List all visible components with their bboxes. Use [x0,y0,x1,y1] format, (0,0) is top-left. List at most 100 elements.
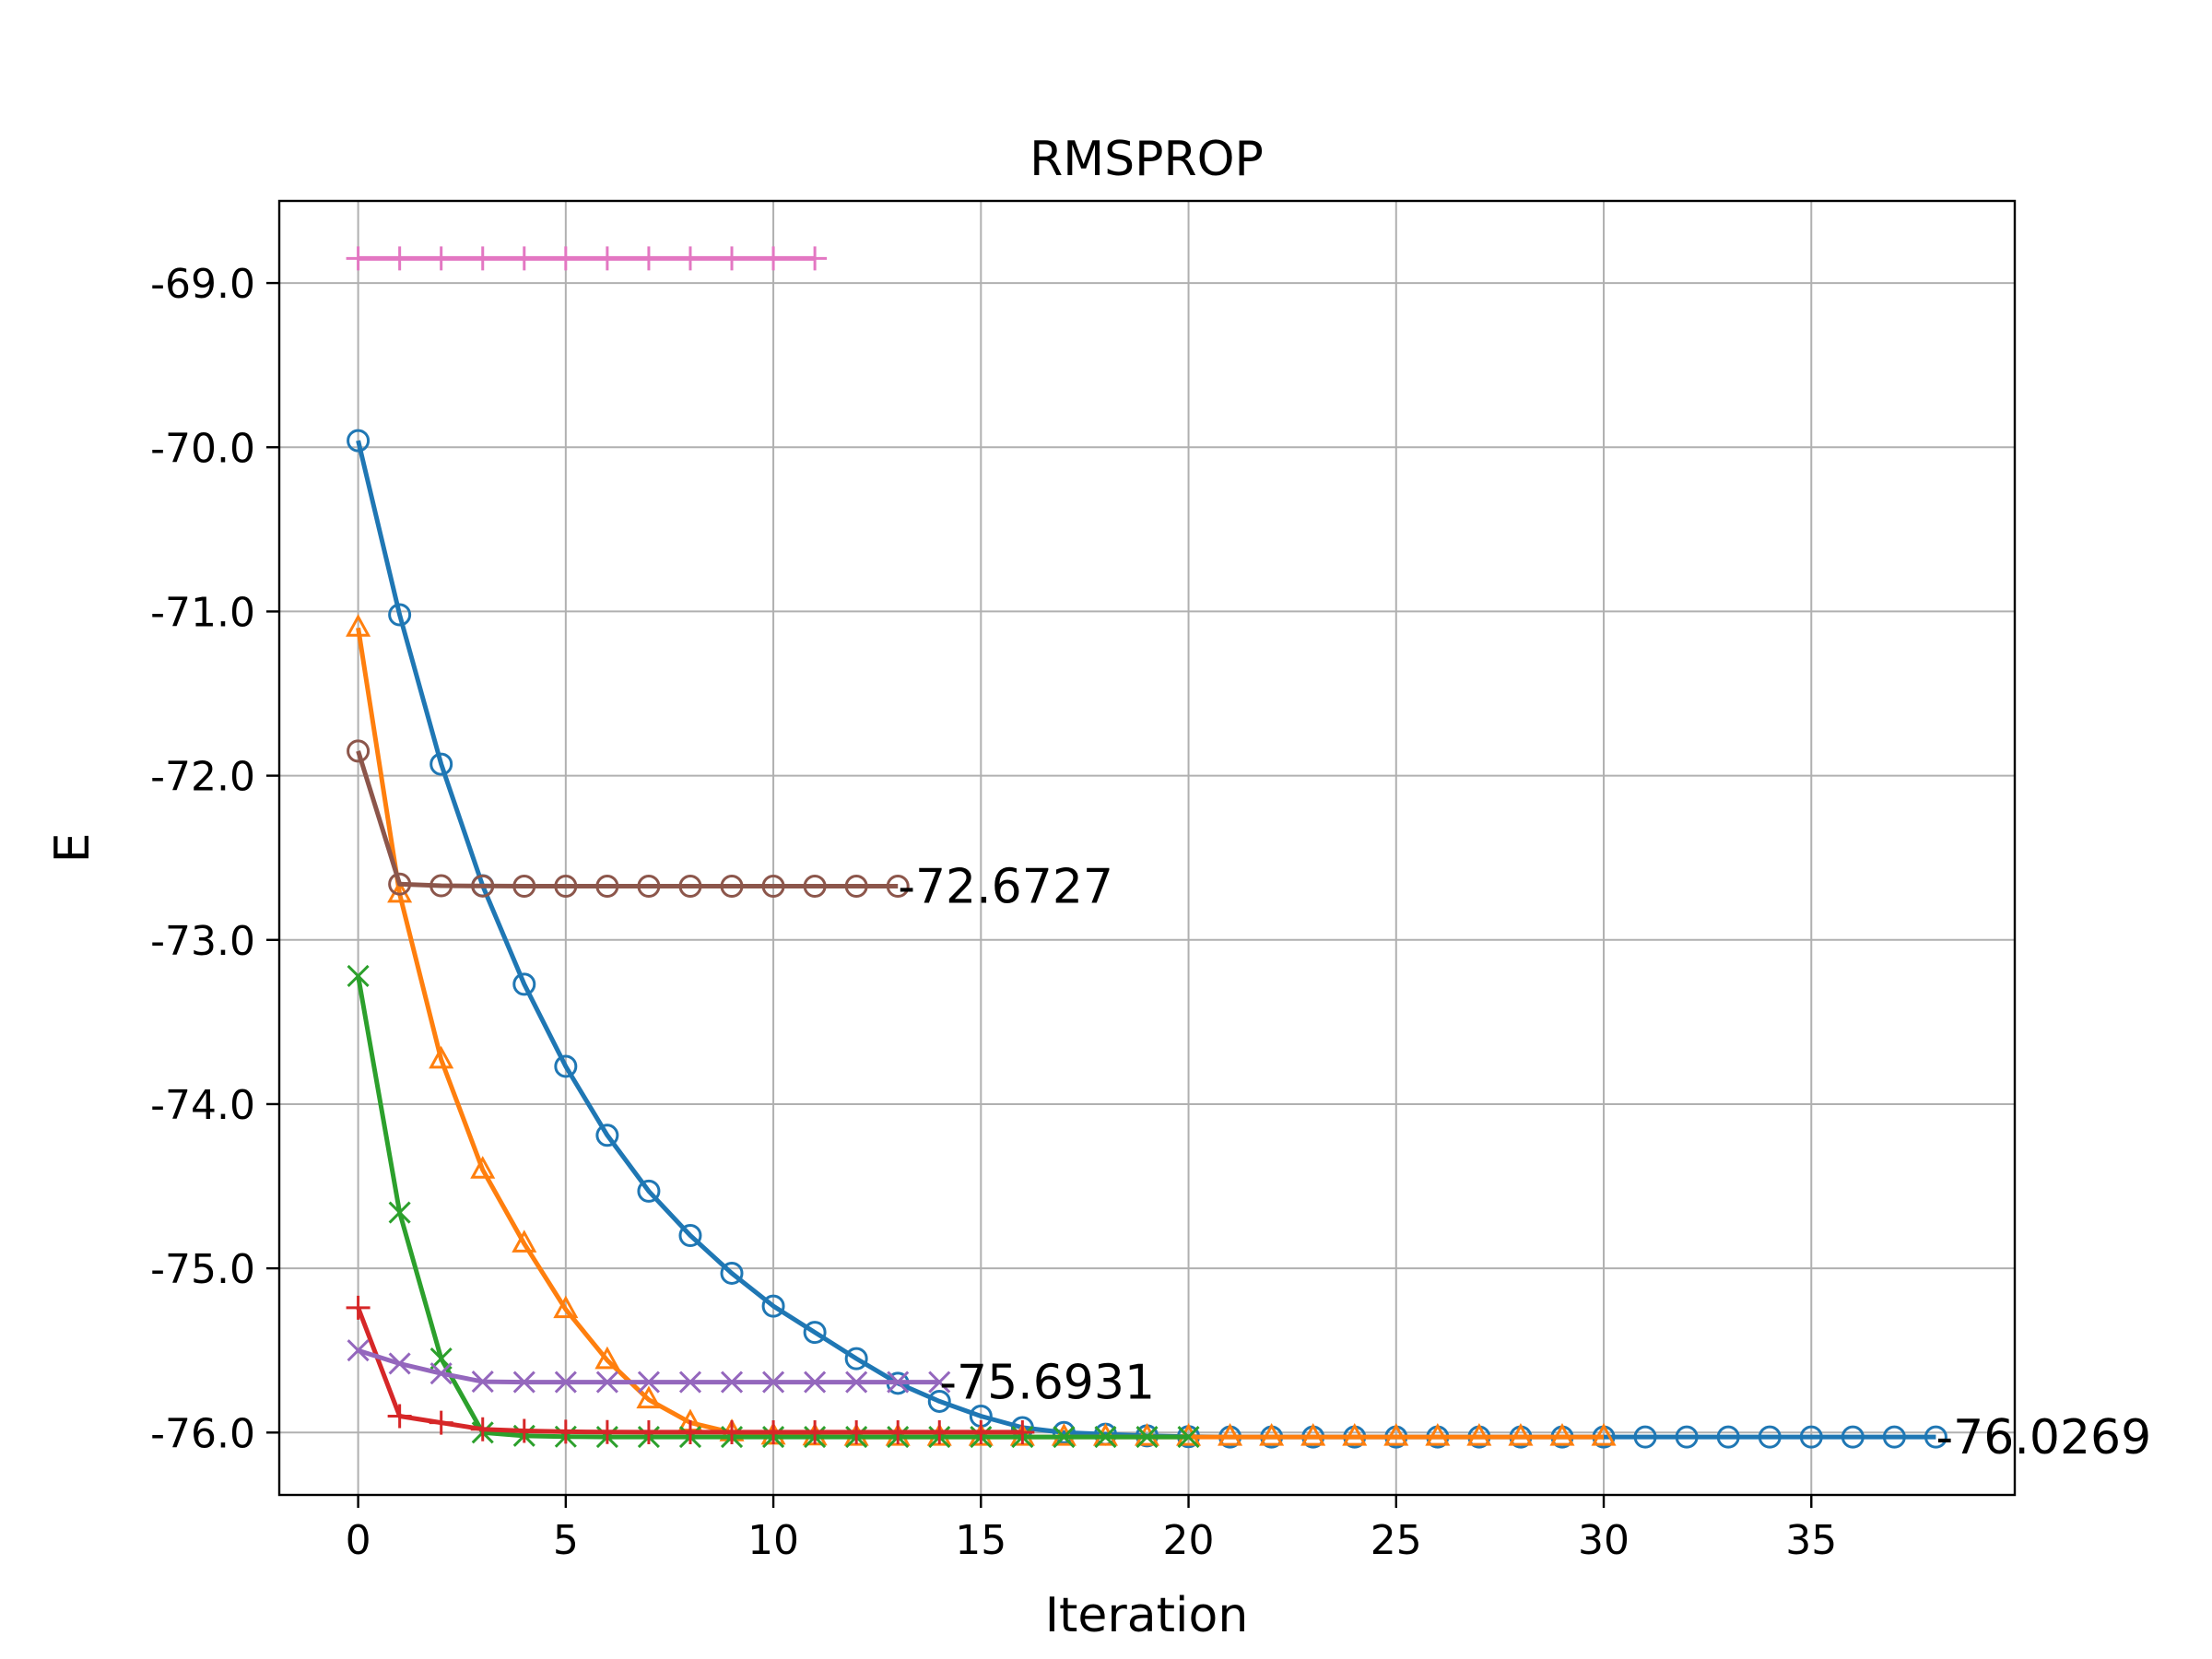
data-point [512,246,536,271]
data-point [1218,1422,1243,1446]
data-point [762,1371,785,1394]
y-tick-label: -73.0 [150,918,255,965]
data-point [720,246,745,271]
data-point [346,1295,371,1320]
data-point [803,875,827,899]
x-tick-label: 35 [1785,1517,1837,1564]
data-point [554,1054,578,1078]
data-point [429,874,453,898]
data-point [594,1346,620,1370]
data-point [429,246,453,271]
data-point [720,875,744,899]
data-point [429,752,453,776]
data-point [844,1419,869,1444]
data-point [594,1419,619,1444]
axis-ticks: 0 5 10 15 20 25 30 35 -69.0 -70.0 -71.0 -72.0 -73.0 -… [150,261,1837,1564]
grid-lines [279,201,2015,1495]
y-tick-label: -72.0 [150,754,255,801]
chart-title: RMSPROP [1030,132,1264,187]
data-point [471,874,495,898]
data-point [803,1419,828,1444]
data-point [346,246,371,271]
value-annotation: -72.6727 [898,859,1113,914]
data-point [844,1347,868,1371]
data-point [803,246,828,271]
data-point [1300,1422,1326,1446]
data-point [347,964,370,988]
value-annotation: -76.0269 [1936,1410,2151,1465]
data-point [346,614,371,637]
data-point [388,1201,411,1224]
data-point [761,875,785,899]
data-point [927,1389,951,1413]
data-point [804,1371,827,1394]
x-tick-label: 30 [1578,1517,1630,1564]
x-tick-label: 0 [346,1517,371,1564]
data-point [761,1419,786,1444]
data-point [387,246,412,271]
data-point [678,875,702,899]
data-point [470,1417,495,1441]
data-point [1052,1420,1076,1444]
data-point [429,1045,454,1069]
y-tick-label: -69.0 [150,261,255,308]
value-annotation: -75.6931 [939,1356,1155,1411]
data-point [927,1419,952,1444]
data-point [512,1418,536,1443]
data-point [471,1370,494,1394]
data-point [844,875,868,899]
data-point [1716,1425,1740,1449]
data-point [720,1419,745,1444]
data-point [1053,1426,1076,1449]
y-axis-label: E [45,833,100,864]
x-tick-label: 15 [955,1517,1006,1564]
data-point [636,1419,661,1444]
data-point [1549,1422,1575,1446]
series-6 [347,739,910,899]
data-point [637,1179,661,1203]
data-point [1508,1422,1534,1446]
data-point [886,875,910,899]
data-point [554,1371,577,1394]
data-point [636,1385,662,1409]
data-point [678,1371,702,1394]
data-point [553,1295,579,1319]
data-point [761,1294,785,1318]
plot-frame [277,199,2017,1497]
data-point [388,1352,411,1375]
data-point [677,246,702,271]
data-point [1425,1422,1451,1446]
data-point [1799,1425,1823,1449]
data-point [1135,1426,1159,1449]
x-tick-label: 10 [747,1517,799,1564]
data-point [347,1339,370,1362]
series-4 [346,1295,1035,1444]
data-point [470,246,495,271]
data-point [553,1419,578,1444]
data-point [387,1404,412,1429]
data-point [886,1419,911,1444]
x-axis-label: Iteration [1045,1588,1249,1643]
series-5 [347,1339,951,1394]
data-point [1259,1422,1285,1446]
y-tick-label: -70.0 [150,425,255,472]
y-tick-label: -71.0 [150,589,255,636]
data-point [1633,1425,1657,1449]
data-point [1342,1422,1368,1446]
data-point [1882,1425,1906,1449]
data-point [1010,1419,1035,1444]
data-point [969,1419,994,1444]
data-point [928,1371,951,1394]
data-point [1383,1422,1409,1446]
series-7 [346,246,828,271]
y-tick-label: -74.0 [150,1082,255,1129]
data-point [1466,1422,1492,1446]
data-point [470,1156,496,1179]
data-point [845,1371,868,1394]
data-point [1758,1425,1782,1449]
data-point [553,246,578,271]
data-point [637,875,661,899]
data-point [1675,1425,1699,1449]
